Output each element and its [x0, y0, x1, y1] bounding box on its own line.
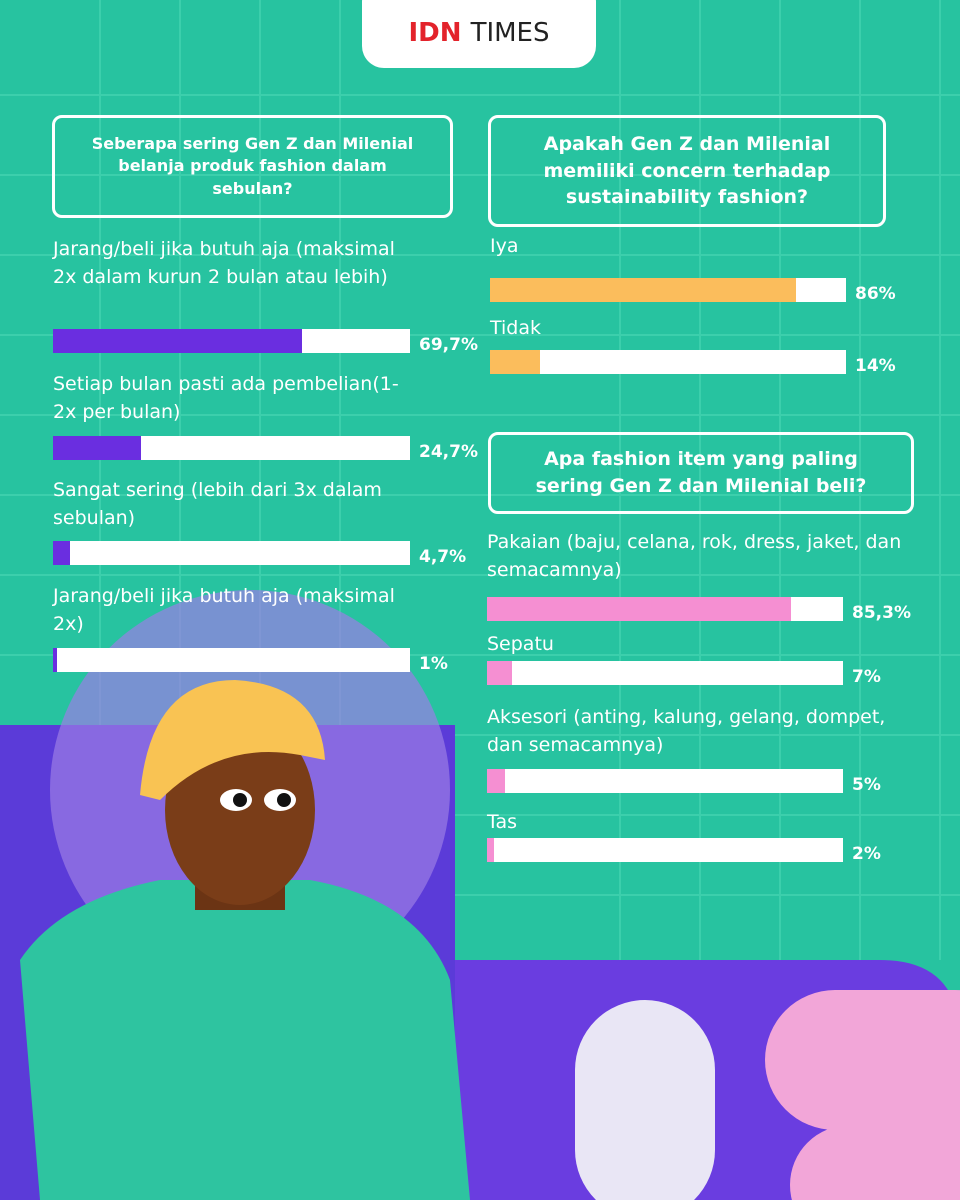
category-label: Sangat sering (lebih dari 3x dalam sebul…: [53, 479, 382, 529]
value-label: 86%: [855, 284, 896, 304]
bar-track: [487, 838, 843, 862]
category-label: Sepatu: [487, 633, 554, 655]
bar-track: [53, 436, 410, 460]
bar: [487, 597, 791, 621]
value-label: 1%: [419, 654, 448, 674]
logo: IDN TIMES: [362, 0, 596, 68]
category-label: Pakaian (baju, celana, rok, dress, jaket…: [487, 531, 902, 581]
man-hat: [140, 680, 325, 800]
chart-title: Seberapa sering Gen Z dan Milenial belan…: [52, 115, 453, 218]
bar: [487, 661, 512, 685]
value-label: 85,3%: [852, 603, 911, 623]
bar-track: [487, 769, 843, 793]
value-label: 2%: [852, 844, 881, 864]
bar: [53, 436, 142, 460]
category-label: Tidak: [490, 317, 542, 339]
bar-track: [53, 648, 410, 672]
bar-track: [53, 541, 410, 565]
category-label: Setiap bulan pasti ada pembelian(1-2x pe…: [53, 373, 399, 423]
pill-deco: [765, 990, 960, 1130]
bar: [53, 648, 57, 672]
category-label: Iya: [490, 235, 519, 257]
value-label: 7%: [852, 667, 881, 687]
pill-deco: [575, 1000, 715, 1200]
category-label: Jarang/beli jika butuh aja (maksimal 2x …: [53, 238, 395, 288]
bar: [490, 278, 797, 302]
man-pupil: [277, 793, 291, 807]
logo-left: IDN: [408, 18, 462, 48]
value-label: 5%: [852, 775, 881, 795]
bar: [490, 350, 540, 374]
man-shirt: [20, 880, 470, 1200]
value-label: 24,7%: [419, 442, 478, 462]
bar: [487, 769, 505, 793]
category-label: Jarang/beli jika butuh aja (maksimal 2x): [53, 585, 395, 635]
value-label: 4,7%: [419, 547, 467, 567]
value-label: 14%: [855, 356, 896, 376]
logo-right: TIMES: [470, 18, 550, 48]
bar: [487, 838, 495, 862]
pill-deco: [790, 1125, 960, 1200]
bar-track: [487, 661, 843, 685]
category-label: Tas: [487, 811, 518, 833]
bar-track: [487, 597, 843, 621]
bar: [53, 541, 70, 565]
chart-title: Apakah Gen Z dan Milenial memiliki conce…: [488, 115, 886, 227]
category-label: Aksesori (anting, kalung, gelang, dompet…: [487, 706, 886, 756]
bar-track: [490, 278, 846, 302]
bar-track: [53, 329, 410, 353]
value-label: 69,7%: [419, 335, 478, 355]
bar: [53, 329, 302, 353]
man-pupil: [233, 793, 247, 807]
chart-title: Apa fashion item yang paling sering Gen …: [488, 432, 914, 514]
bar-track: [490, 350, 846, 374]
